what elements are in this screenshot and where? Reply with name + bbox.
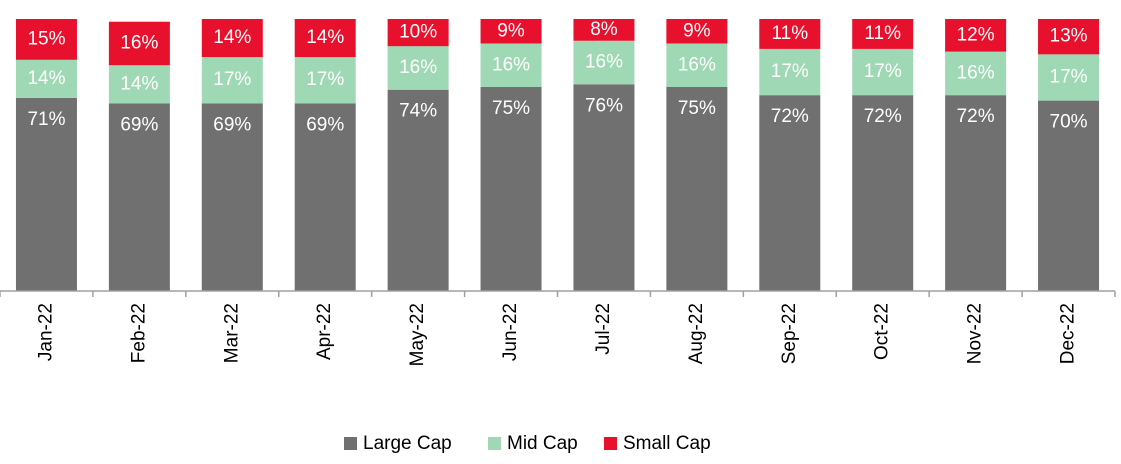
bar-segment-large-cap-aug-22: [666, 87, 728, 291]
tick-label: Sep-22: [779, 303, 800, 364]
data-label: 72%: [957, 106, 995, 127]
bar-segment-large-cap-may-22: [387, 89, 449, 291]
bar-segment-small-cap-apr-22: [294, 19, 356, 58]
tick-label: Oct-22: [872, 303, 893, 360]
bar-segment-large-cap-mar-22: [201, 103, 263, 291]
data-label: 8%: [590, 19, 618, 40]
data-label: 71%: [27, 109, 65, 130]
data-label: 17%: [771, 61, 809, 82]
data-label: 16%: [957, 62, 995, 83]
data-label: 9%: [683, 20, 711, 41]
bar-segment-large-cap-feb-22: [108, 103, 170, 291]
legend-swatch-large-cap: [344, 437, 357, 450]
tick-label: May-22: [407, 303, 428, 366]
bar-segment-small-cap-aug-22: [666, 19, 728, 44]
data-label: 76%: [585, 95, 623, 116]
bar-segment-mid-cap-mar-22: [201, 57, 263, 104]
tick-label: Nov-22: [965, 303, 986, 364]
tick-label: Jul-22: [593, 303, 614, 355]
bar-segment-large-cap-jan-22: [15, 97, 77, 291]
tick-label: Aug-22: [686, 303, 707, 364]
bar-segment-small-cap-feb-22: [108, 21, 170, 66]
x-axis-ticks: Jan-22 Feb-22 Mar-22 Apr-22 May-22 Jun-22 Jul-…: [0, 291, 1116, 366]
data-label: 14%: [306, 27, 344, 48]
data-label: 69%: [120, 114, 158, 135]
bar-segment-mid-cap-aug-22: [666, 43, 728, 87]
bar-segment-small-cap-nov-22: [945, 19, 1007, 52]
data-label: 10%: [399, 22, 437, 43]
bar-segment-mid-cap-feb-22: [108, 65, 170, 104]
bar-segment-small-cap-oct-22: [852, 19, 914, 49]
bar-segment-mid-cap-oct-22: [852, 48, 914, 96]
bar-segment-mid-cap-apr-22: [294, 57, 356, 104]
tick-label: Jun-22: [500, 303, 521, 361]
bar-segment-mid-cap-sep-22: [759, 48, 821, 96]
data-label: 14%: [27, 68, 65, 89]
bar-segment-small-cap-jan-22: [15, 19, 77, 60]
legend-swatch-small-cap: [604, 437, 617, 450]
data-label: 75%: [678, 98, 716, 119]
data-label: 72%: [864, 106, 902, 127]
bar-segment-large-cap-sep-22: [759, 95, 821, 291]
data-label: 17%: [306, 69, 344, 90]
legend-label-large-cap: Large Cap: [363, 433, 452, 454]
data-label: 69%: [213, 114, 251, 135]
legend-label-small-cap: Small Cap: [623, 433, 711, 454]
bar-segment-small-cap-dec-22: [1038, 19, 1100, 55]
bar-segment-large-cap-oct-22: [852, 95, 914, 291]
data-label: 69%: [306, 114, 344, 135]
tick-label: Feb-22: [128, 303, 149, 363]
data-label: 16%: [399, 57, 437, 78]
data-label: 9%: [497, 20, 525, 41]
bar-segment-large-cap-jul-22: [573, 84, 635, 291]
tick-label: Mar-22: [221, 303, 242, 363]
data-label: 16%: [120, 32, 158, 53]
data-label: 14%: [213, 27, 251, 48]
tick-label: Apr-22: [314, 303, 335, 360]
legend-label-mid-cap: Mid Cap: [507, 433, 578, 454]
data-label: 70%: [1050, 112, 1088, 133]
data-label: 72%: [771, 106, 809, 127]
bar-segment-large-cap-dec-22: [1038, 100, 1100, 291]
data-label: 74%: [399, 101, 437, 122]
legend: Large Cap Mid Cap Small Cap: [344, 433, 711, 454]
data-label: 16%: [585, 52, 623, 73]
data-label: 14%: [120, 73, 158, 94]
bar-segment-small-cap-jun-22: [480, 19, 542, 44]
bar-segment-large-cap-jun-22: [480, 87, 542, 291]
bar-segment-small-cap-sep-22: [759, 19, 821, 49]
bar-segment-large-cap-apr-22: [294, 103, 356, 291]
data-label: 15%: [27, 28, 65, 49]
bar-area: 71% 14% 15% 69% 14% 16% 69% 17% 14% 69% 17% 14% 74% 1…: [15, 19, 1100, 291]
bar-segment-small-cap-jul-22: [573, 19, 635, 41]
bar-segment-small-cap-mar-22: [201, 19, 263, 58]
data-label: 17%: [1050, 66, 1088, 87]
data-label: 11%: [864, 23, 901, 44]
bar-segment-mid-cap-jul-22: [573, 40, 635, 85]
data-label: 11%: [771, 23, 808, 44]
data-label: 17%: [864, 61, 902, 82]
legend-swatch-mid-cap: [488, 437, 501, 450]
data-label: 13%: [1050, 26, 1088, 47]
bar-segment-small-cap-may-22: [387, 19, 449, 47]
bar-segment-large-cap-nov-22: [945, 95, 1007, 291]
data-label: 16%: [678, 54, 716, 75]
data-label: 75%: [492, 98, 530, 119]
tick-label: Jan-22: [35, 303, 56, 361]
bar-segment-mid-cap-may-22: [387, 46, 449, 90]
bar-segment-mid-cap-jan-22: [15, 59, 77, 98]
data-label: 16%: [492, 54, 530, 75]
bar-segment-mid-cap-jun-22: [480, 43, 542, 87]
data-label: 12%: [957, 24, 995, 45]
bar-segment-mid-cap-nov-22: [945, 51, 1007, 96]
data-label: 17%: [213, 69, 251, 90]
tick-label: Dec-22: [1058, 303, 1079, 364]
bar-segment-mid-cap-dec-22: [1038, 54, 1100, 101]
